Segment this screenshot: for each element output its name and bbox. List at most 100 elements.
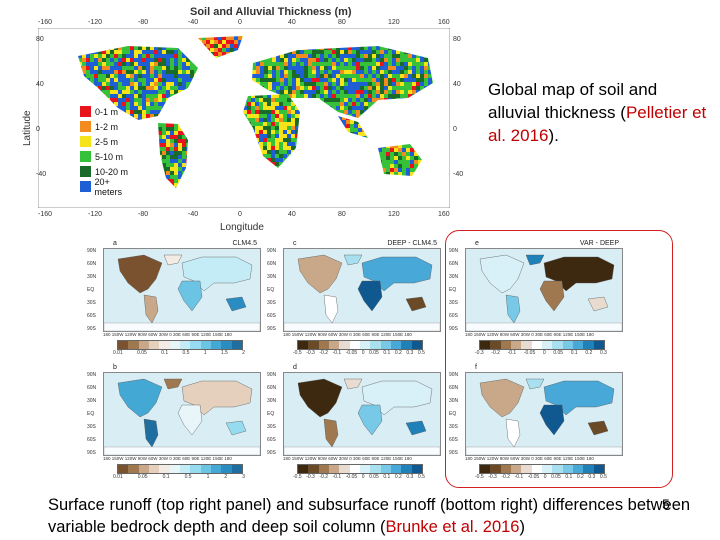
colorbar-tick: -0.5 [475,474,484,480]
colorbar-tick: 0.01 [113,350,123,356]
panel-colorbar [297,340,423,350]
map-plot [38,28,450,208]
panel-lat-tick: 30N [87,398,97,404]
panel-landmass [539,404,565,436]
panel-lat-tick: 90S [267,326,276,332]
legend-entry: 1-2 m [80,119,138,134]
bottom-caption-citation-link[interactable]: Brunke et al. 2016 [385,518,520,536]
panel-lat-tick: 30S [449,424,458,430]
panel-landmass [357,280,383,312]
lat-tick-left: 0 [36,126,40,133]
legend-swatch [80,151,91,162]
lon-tick-top: -80 [138,19,149,26]
colorbar-tick: 1 [206,474,210,480]
legend-swatch [80,106,91,117]
colorbar-tick: 0.1 [570,350,578,356]
panel-lat-tick: 90N [267,248,277,254]
legend-swatch [80,181,91,192]
legend-swatch [80,166,91,177]
panel-lat-tick: 60S [87,437,96,443]
runoff-panel-d: d 90N 60N 30N EQ 30S 60S 90S 180 150W 120W 90W 6… [263,364,443,492]
panel-lat-tick: 60S [449,313,458,319]
panel-lat-tick: 60N [267,385,277,391]
colorbar-tick: 0.5 [417,350,425,356]
x-axis-label: Longitude [220,222,264,233]
panel-lat-tick: 90S [87,450,96,456]
panel-lon-ticks: 180 150W 120W 90W 60W 30W 0 30E 60E 90E … [103,332,232,337]
colorbar-tick: 0 [543,474,547,480]
lon-tick-bottom: -120 [88,211,103,218]
panel-landmass [163,254,183,266]
legend-swatch [80,121,91,132]
colorbar-tick: 0.05 [369,350,379,356]
colorbar-tick: -0.2 [319,474,328,480]
panel-letter: b [113,364,117,371]
panel-colorbar [117,340,243,350]
caption-text: Global map of soil and alluvial thicknes… [488,80,658,122]
panel-lat-tick: EQ [449,287,457,293]
panel-landmass [343,378,363,390]
panel-lat-tick: 60N [449,385,459,391]
panel-colorbar-labels: -0.5 -0.3 -0.2 -0.1 -0.05 0 0.05 0.1 0.2 0.3 0.5 [293,474,425,480]
panel-lat-tick: 60S [87,313,96,319]
colorbar-tick: 0.3 [406,474,414,480]
panel-title: CLM4.5 [232,240,257,247]
caption-citation-link[interactable]: Pelletier et al. 2016 [488,103,707,145]
panel-lat-tick: 30N [449,398,459,404]
panel-landmass [357,404,383,436]
lat-tick-right: 0 [453,126,457,133]
highlight-box [445,230,673,488]
lon-tick-bottom: 160 [438,211,450,218]
lon-tick-bottom: 80 [338,211,346,218]
colorbar-tick: -0.3 [306,350,315,356]
panel-letter: a [113,240,117,247]
colorbar-tick: 0 [361,474,365,480]
panel-colorbar-labels: -0.5 -0.3 -0.2 -0.1 -0.05 0 0.05 0.1 0.2 0.3 0.5 [293,350,425,356]
runoff-panel-f: f 90N 60N 30N EQ 30S 60S 90S 180 150W 120W 90W 6… [445,364,625,492]
panel-landmass [117,254,163,294]
lon-tick-bottom: -40 [188,211,199,218]
legend-label: 2-5 m [95,136,119,147]
panel-lat-tick: 90N [449,248,459,254]
panel-lat-tick: 30S [87,424,96,430]
panel-colorbar [479,464,605,474]
panel-map [465,248,623,332]
panel-lat-tick: 30S [267,424,276,430]
panel-colorbar [117,464,243,474]
panel-lat-tick: 30N [87,274,97,280]
colorbar-tick: 0.05 [369,474,379,480]
map-title: Soil and Alluvial Thickness (m) [190,6,352,18]
panel-landmass [525,378,545,390]
soil-thickness-map: Soil and Alluvial Thickness (m) -160 -120… [20,0,464,236]
panel-colorbar-labels: -0.5 -0.3 -0.2 -0.1 -0.05 0 0.05 0.1 0.2 0.3 0.5 [475,474,607,480]
colorbar-tick: 0.2 [576,474,584,480]
panel-lat-tick: 60S [267,437,276,443]
colorbar-tick: 0.2 [585,350,593,356]
lon-tick-top: -40 [188,19,199,26]
slide-number: 5 [662,496,670,512]
panel-landmass [505,294,521,324]
panel-lon-ticks: 180 150W 120W 90W 60W 30W 0 30E 60E 90E … [283,456,412,461]
bottom-caption-text: Surface runoff (top right panel) and sub… [48,496,691,536]
panel-landmass [539,280,565,312]
panel-letter: e [475,240,479,247]
colorbar-tick: -0.1 [332,350,342,356]
colorbar-tick: 0.3 [406,350,414,356]
colorbar-tick: 0 [542,350,546,356]
colorbar-tick: 0.1 [162,474,170,480]
lon-tick-bottom: -80 [138,211,149,218]
lat-tick-right: -40 [453,171,464,178]
map-legend: 0-1 m 1-2 m 2-5 m 5-10 m 10-20 m 20+ meters [80,104,138,197]
colorbar-tick: 0.1 [383,350,391,356]
panel-lat-tick: 30S [449,300,458,306]
legend-label: 5-10 m [95,151,124,162]
panel-lat-tick: 60N [449,261,459,267]
panel-lat-tick: 30S [267,300,276,306]
runoff-panel-b: b 90N 60N 30N EQ 30S 60S 90S 180 150W 120W 90W 6… [83,364,263,492]
colorbar-tick: -0.05 [527,474,540,480]
colorbar-tick: 0.2 [394,474,402,480]
panel-lat-tick: 90N [449,372,459,378]
colorbar-tick: 1 [203,350,207,356]
runoff-panel-e: e VAR - DEEP 90N 60N 30N EQ 30S 60S 90S 180 150W … [445,240,625,368]
colorbar-tick: 0 [361,350,365,356]
